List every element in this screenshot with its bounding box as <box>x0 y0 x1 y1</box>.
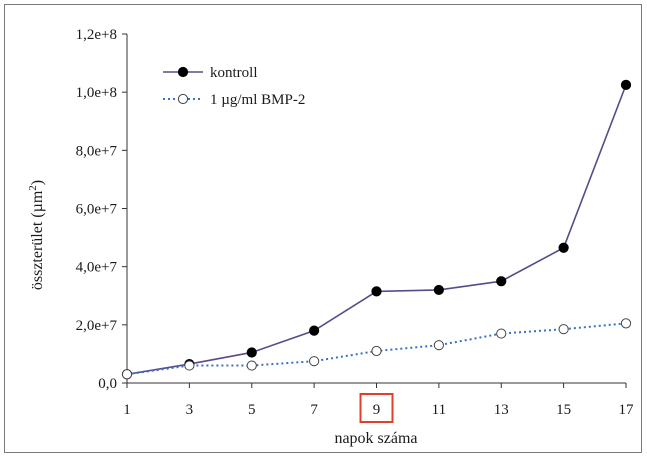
y-axis-title: összterület (µm2) <box>27 180 46 290</box>
y-tick-label: 1,2e+8 <box>76 27 117 43</box>
data-point <box>496 276 507 287</box>
legend-item-bmp2: 1 µg/ml BMP-2 <box>163 92 305 108</box>
data-point <box>620 79 632 90</box>
x-tick-label: 13 <box>494 402 509 418</box>
series-kontroll <box>121 79 632 380</box>
data-point <box>184 360 195 371</box>
x-tick-label: 1 <box>123 402 131 418</box>
data-point <box>620 318 632 329</box>
x-tick-label: 11 <box>432 402 446 418</box>
chart-frame <box>4 4 642 453</box>
y-tick-label: 8,0e+7 <box>76 143 118 159</box>
highlight-box <box>359 393 394 423</box>
x-tick-label: 9 <box>373 402 381 418</box>
y-axis-title-main: összterület (µm <box>29 190 46 290</box>
axes <box>126 34 626 384</box>
data-point <box>121 369 133 380</box>
y-tick-label: 4,0e+7 <box>76 260 118 276</box>
data-point <box>371 286 382 297</box>
y-tick-label: 0,0 <box>98 376 117 392</box>
data-point <box>558 242 569 253</box>
series-bmp2 <box>121 318 632 380</box>
x-axis-ticks: 1 3 5 7 9 11 13 15 17 <box>123 383 635 423</box>
y-tick-label: 2,0e+7 <box>76 318 118 334</box>
x-tick-label: 5 <box>248 402 256 418</box>
y-axis-title-superscript: 2 <box>27 185 39 191</box>
x-tick-label: 3 <box>186 402 194 418</box>
x-tick-label: 7 <box>310 402 318 418</box>
data-point <box>433 340 444 351</box>
data-point <box>309 356 320 367</box>
data-point <box>246 360 257 371</box>
data-point <box>496 328 507 339</box>
x-tick-label: 17 <box>619 402 635 418</box>
data-point <box>309 325 320 336</box>
legend-kontroll-marker <box>177 66 189 78</box>
y-axis-ticks: 0,0 2,0e+7 4,0e+7 6,0e+7 8,0e+7 1,0e+8 1,2e+8 <box>76 27 127 392</box>
y-tick-label: 1,0e+8 <box>76 85 117 101</box>
series-layer <box>121 79 632 380</box>
data-point <box>433 284 444 296</box>
legend-item-kontroll: kontroll <box>163 65 258 81</box>
legend: kontroll 1 µg/ml BMP-2 <box>163 65 305 108</box>
data-point <box>558 324 569 335</box>
legend-bmp2-label: 1 µg/ml BMP-2 <box>210 92 305 108</box>
data-point <box>371 345 382 357</box>
y-tick-label: 6,0e+7 <box>76 202 118 218</box>
series-line <box>126 84 627 376</box>
y-axis-title-close: ) <box>29 180 46 185</box>
x-tick-label: 15 <box>556 402 571 418</box>
legend-bmp2-marker <box>177 93 189 105</box>
data-point <box>246 347 257 358</box>
x-axis-title: napok száma <box>334 430 417 447</box>
legend-kontroll-label: kontroll <box>210 65 258 81</box>
